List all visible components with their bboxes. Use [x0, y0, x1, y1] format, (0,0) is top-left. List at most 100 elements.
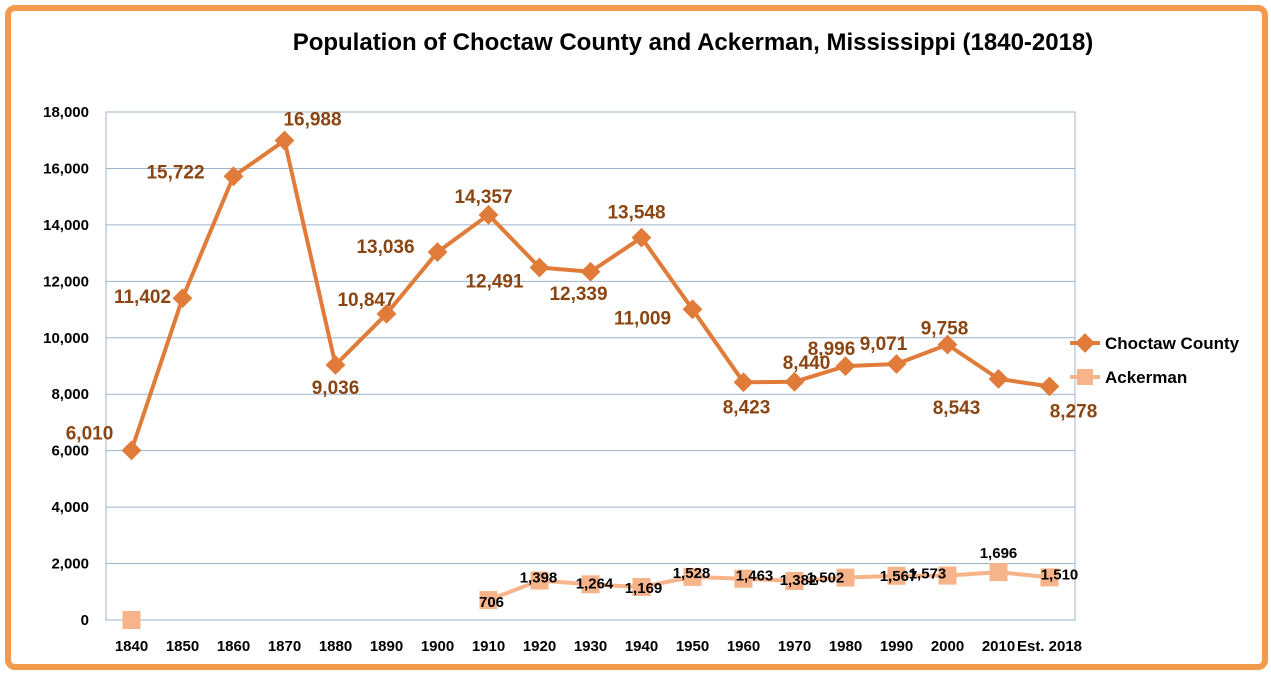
legend-ackerman-marker: [1077, 369, 1093, 385]
ackerman-point: [683, 567, 702, 586]
x-tick-label: 1890: [370, 638, 403, 655]
x-tick-label: 1880: [319, 638, 352, 655]
y-tick-label: 8,000: [51, 386, 89, 403]
ackerman-data-label: 1,463: [736, 568, 774, 585]
ackerman-data-label: 1,502: [807, 570, 845, 587]
x-axis: 1840 1850 1860 1870 1880 1890 1900 1910 1920 1930…: [115, 638, 1082, 655]
y-tick-label: 0: [81, 612, 89, 629]
ackerman-point: [887, 566, 906, 585]
choctaw-county-point: [274, 130, 295, 151]
choctaw-county-data-label: 14,357: [454, 187, 512, 208]
x-tick-label: 1970: [778, 638, 811, 655]
x-tick-label: 1930: [574, 638, 607, 655]
x-tick-label: 1850: [166, 638, 199, 655]
x-tick-label: 1980: [829, 638, 862, 655]
choctaw-county-data-label: 8,423: [723, 397, 771, 418]
choctaw-county-point: [376, 303, 397, 324]
ackerman-data-label: 1,398: [520, 570, 558, 587]
x-tick-label: 1910: [472, 638, 505, 655]
ackerman-point: [122, 611, 141, 629]
choctaw-county-data-label: 12,339: [549, 284, 607, 305]
gridlines: [106, 167, 1075, 565]
choctaw-county-data-label: 8,278: [1050, 401, 1098, 422]
legend-choctaw-county-label: Choctaw County: [1105, 334, 1240, 353]
choctaw-county-point: [580, 261, 601, 282]
choctaw-county-data-label: 12,491: [465, 271, 524, 292]
choctaw-county-data-label: 15,722: [146, 162, 204, 183]
choctaw-county-data-label: 8,543: [933, 398, 981, 419]
ackerman-point: [989, 563, 1008, 582]
choctaw-county-data-label: 8,996: [808, 339, 856, 360]
ackerman-point: [734, 569, 753, 588]
x-tick-label: 1900: [421, 638, 454, 655]
choctaw-county-point: [427, 242, 448, 262]
x-tick-label: 1840: [115, 638, 148, 655]
choctaw-county-point: [937, 334, 958, 355]
ackerman-point: [581, 575, 600, 594]
x-tick-label: 1920: [523, 638, 556, 655]
ackerman-data-label: 1,528: [673, 565, 711, 582]
choctaw-county-point: [733, 372, 754, 393]
choctaw-county-point: [325, 355, 346, 375]
y-tick-label: 14,000: [43, 217, 89, 234]
series: [121, 130, 1060, 629]
y-tick-label: 12,000: [43, 273, 89, 290]
x-tick-label: 1950: [676, 638, 709, 655]
choctaw-county-point: [172, 288, 193, 309]
choctaw-county-data-label: 16,988: [283, 110, 341, 131]
choctaw-county-data-label: 9,036: [312, 378, 360, 399]
ackerman-data-label: 1,382: [780, 572, 818, 589]
y-tick-label: 10,000: [43, 330, 89, 347]
choctaw-county-point: [886, 354, 907, 374]
y-tick-label: 4,000: [51, 499, 89, 516]
x-tick-label: 1960: [727, 638, 760, 655]
x-tick-label: 2000: [931, 638, 964, 655]
ackerman-data-label: 1,264: [576, 575, 614, 592]
choctaw-county-point: [835, 356, 856, 377]
y-tick-label: 2,000: [51, 556, 89, 573]
choctaw-county-data-label: 9,071: [860, 334, 908, 355]
chart-title: Population of Choctaw County and Ackerma…: [293, 29, 1094, 56]
choctaw-county-data-label: 9,758: [921, 319, 969, 340]
legend: Choctaw County Ackerman: [1070, 333, 1240, 387]
choctaw-county-point: [529, 257, 550, 278]
choctaw-county-data-label: 11,009: [614, 308, 671, 329]
ackerman-point: [938, 566, 957, 585]
x-tick-label: 1940: [625, 638, 658, 655]
ackerman-data-label: 1,169: [625, 580, 663, 597]
y-tick-label: 6,000: [51, 443, 89, 460]
x-tick-label: 1990: [880, 638, 913, 655]
choctaw-county-point: [1039, 376, 1060, 397]
choctaw-county-data-label: 13,036: [356, 237, 414, 258]
ackerman-point: [632, 578, 651, 597]
choctaw-county-point: [988, 368, 1009, 389]
ackerman-point: [785, 571, 804, 590]
y-tick-label: 16,000: [43, 160, 89, 177]
choctaw-county-point: [478, 204, 499, 225]
ackerman-data-label: 706: [479, 594, 504, 611]
y-axis: 0 2,000 4,000 6,000 8,000 10,000 12,000 14,000 1…: [43, 104, 89, 629]
x-tick-label: 2010: [982, 638, 1015, 655]
ackerman-data-label: 1,567: [880, 568, 918, 585]
y-tick-label: 18,000: [43, 104, 89, 121]
ackerman-point: [530, 571, 549, 590]
legend-choctaw-county-marker: [1075, 333, 1095, 353]
ackerman-point: [479, 591, 498, 610]
choctaw-county-data-label: 8,440: [783, 353, 831, 374]
choctaw-county-point: [223, 166, 244, 187]
plot-area: [105, 111, 1076, 621]
ackerman-data-label: 1,696: [980, 545, 1018, 562]
choctaw-county-data-label: 11,402: [114, 287, 171, 308]
choctaw-county-data-label: 13,548: [607, 203, 665, 224]
x-tick-label: Est. 2018: [1017, 638, 1082, 655]
ackerman-point: [836, 568, 855, 587]
legend-ackerman-label: Ackerman: [1105, 368, 1187, 387]
choctaw-county-point: [121, 440, 142, 461]
ackerman-data-label: 1,573: [909, 566, 947, 583]
x-tick-label: 1870: [268, 638, 301, 655]
ackerman-data-label: 1,510: [1041, 566, 1079, 583]
data-labels: 6,010 11,402 15,722 16,988 9,036 10,847 13,036…: [66, 110, 1098, 612]
choctaw-county-point: [784, 371, 805, 392]
choctaw-county-data-label: 6,010: [66, 423, 114, 444]
